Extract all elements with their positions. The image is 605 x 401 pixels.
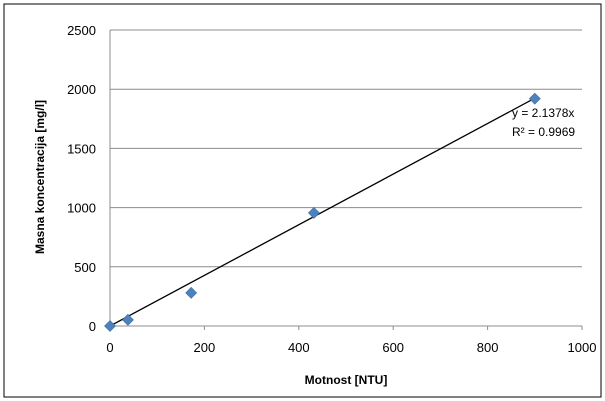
y-tick-label: 2500 <box>67 23 96 38</box>
trendline <box>109 97 536 327</box>
gridlines <box>110 29 582 268</box>
y-tick-label: 500 <box>74 260 96 275</box>
x-tick-label: 600 <box>382 340 404 355</box>
data-point <box>307 207 320 219</box>
chart-border <box>3 3 602 398</box>
axes <box>109 30 583 330</box>
trendline-equation: y = 2.1378x <box>512 106 574 120</box>
y-tick-label: 1000 <box>67 201 96 216</box>
y-tick-labels: 0 500 1000 1500 2000 2500 <box>67 23 96 334</box>
y-axis-title: Masna koncentracija [mg/l] <box>33 100 47 254</box>
trendline-layer <box>109 97 536 327</box>
x-tick-label: 400 <box>288 340 310 355</box>
x-tick-label: 1000 <box>568 340 597 355</box>
x-tick-labels: 0 200 400 600 800 1000 <box>106 340 596 355</box>
x-tick-label: 800 <box>477 340 499 355</box>
x-tick-label: 200 <box>194 340 216 355</box>
data-point <box>104 320 116 332</box>
data-point <box>528 92 541 105</box>
y-tick-label: 2000 <box>67 82 96 97</box>
x-axis-title: Motnost [NTU] <box>305 373 388 387</box>
data-points <box>104 92 541 332</box>
data-point <box>185 286 198 299</box>
data-point <box>122 313 134 326</box>
x-tick-label: 0 <box>106 340 113 355</box>
y-tick-label: 0 <box>89 319 96 334</box>
y-tick-label: 1500 <box>67 141 96 156</box>
trendline-r2: R² = 0.9969 <box>512 125 575 139</box>
